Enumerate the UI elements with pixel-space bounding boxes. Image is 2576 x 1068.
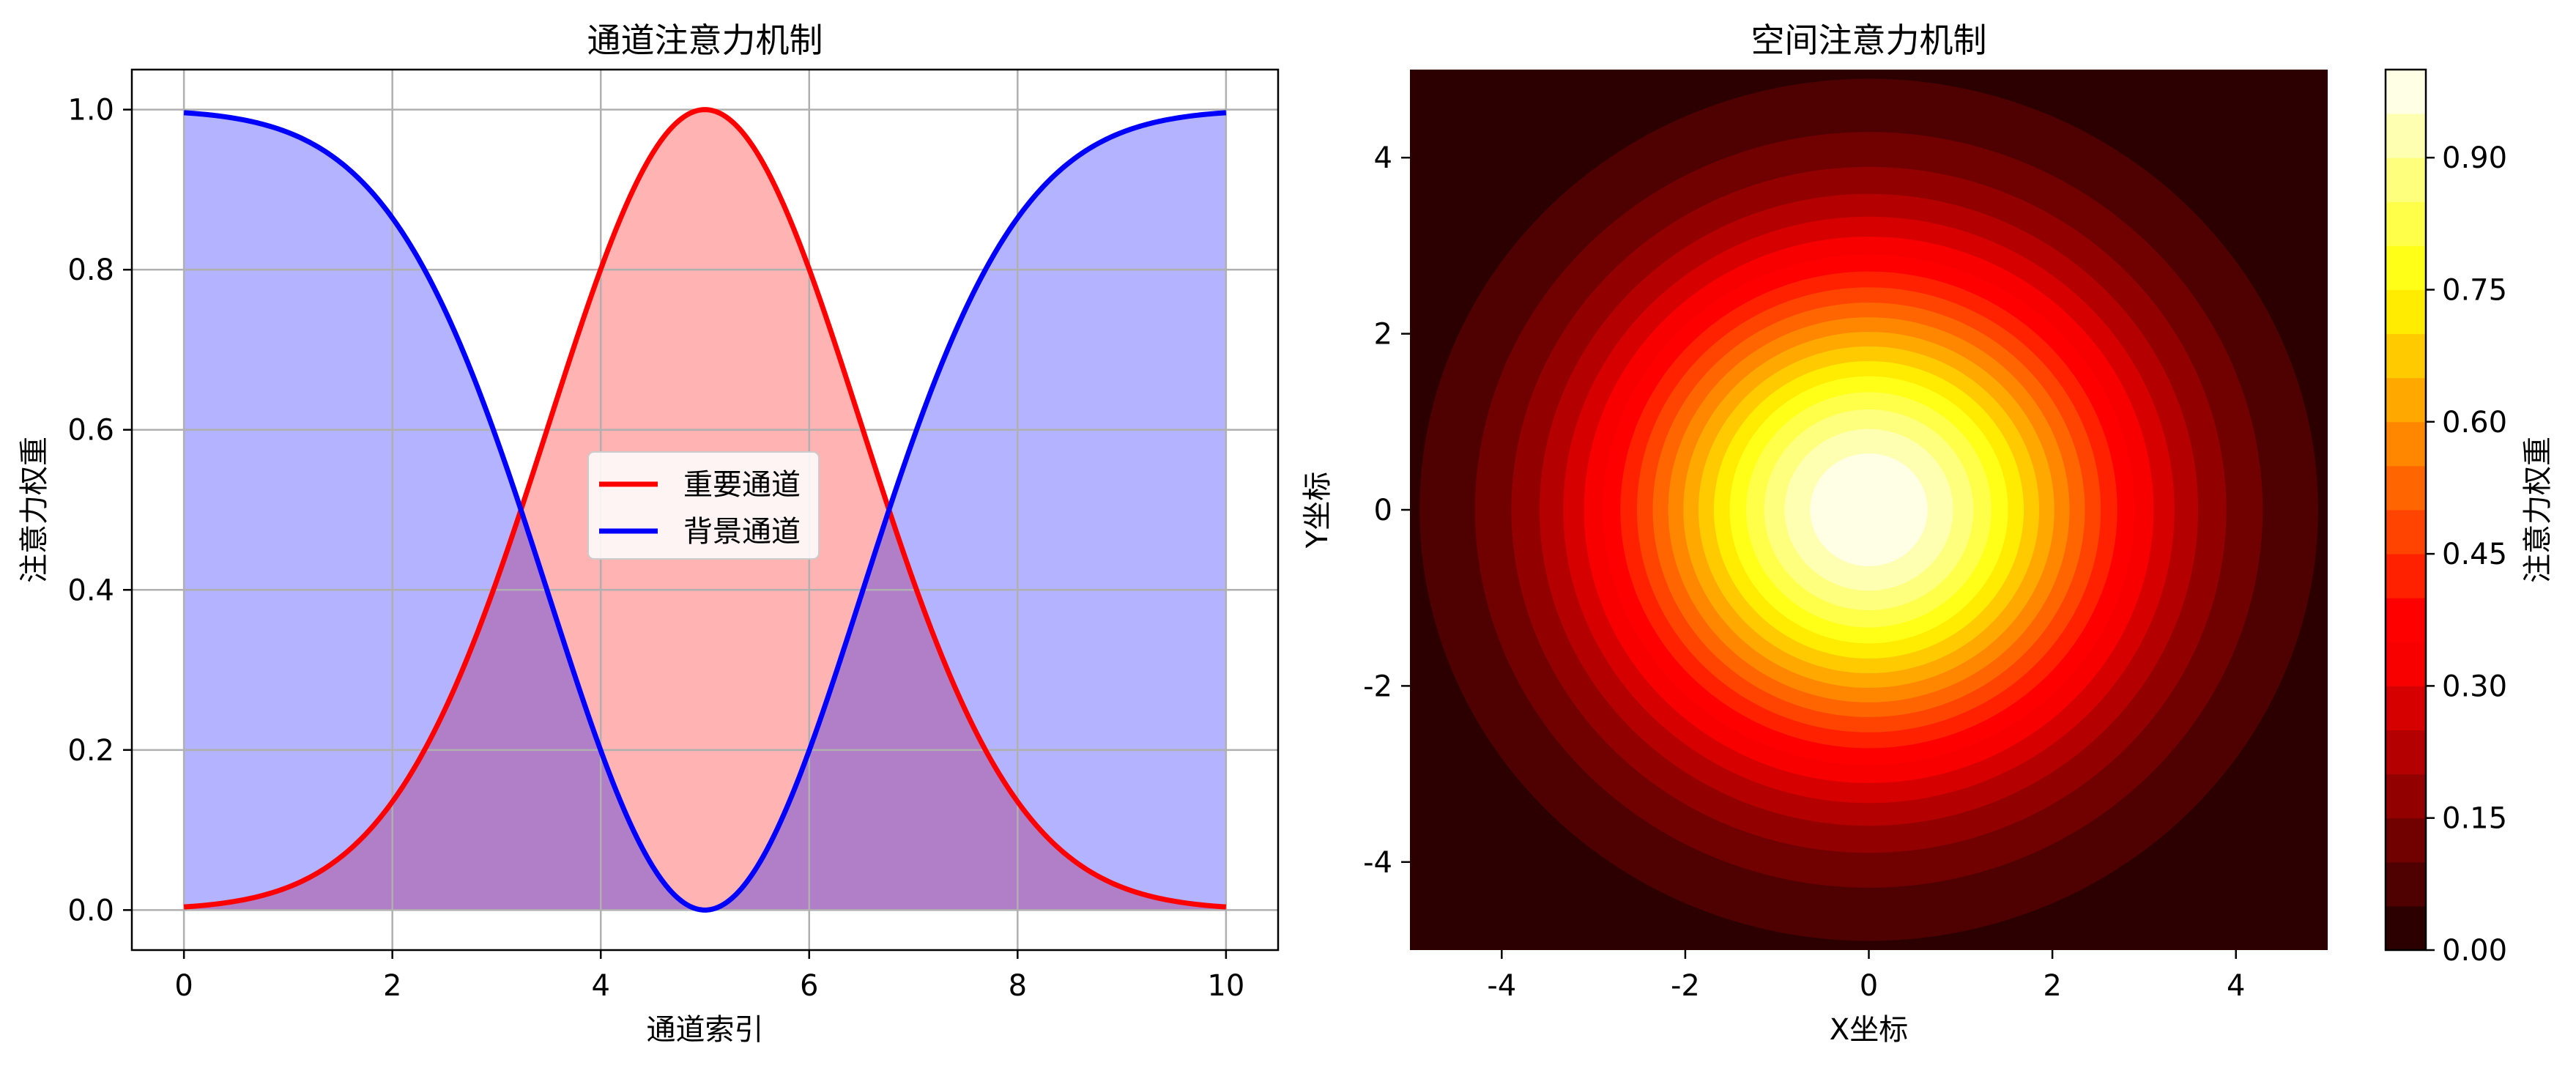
colorbar-band bbox=[2386, 245, 2426, 290]
y-tick-label: 0.0 bbox=[67, 894, 114, 927]
colorbar-band bbox=[2386, 686, 2426, 730]
colorbar-band bbox=[2386, 861, 2426, 907]
y-axis-label: 注意力权重 bbox=[18, 437, 51, 583]
colorbar-band bbox=[2386, 598, 2426, 642]
plot-frame bbox=[130, 68, 1280, 952]
spatial-attention-chart: -4 -2 0 2 4 -4 -2 0 2 4 空间注意力机制 X坐标 Y坐标 0.00 0.15… bbox=[1301, 21, 2555, 1047]
y-tick-label: 4 bbox=[1374, 141, 1392, 175]
fill-overlap bbox=[184, 512, 1226, 911]
colorbar-band bbox=[2386, 465, 2426, 511]
y-tick-label: 1.0 bbox=[67, 94, 114, 127]
colorbar-tick-label: 0.30 bbox=[2442, 670, 2507, 703]
chart-title: 空间注意力机制 bbox=[1751, 21, 1987, 60]
series-lines bbox=[183, 107, 1227, 913]
colorbar-band bbox=[2386, 510, 2426, 555]
colorbar-band bbox=[2386, 730, 2426, 775]
colorbar-tick-label: 0.60 bbox=[2442, 406, 2507, 440]
x-axis-label: 通道索引 bbox=[647, 1013, 764, 1047]
colorbar: 0.00 0.15 0.30 0.45 0.60 0.75 0.90 注意力权重 bbox=[2384, 68, 2555, 968]
colorbar-frame bbox=[2384, 68, 2427, 952]
legend: 重要通道 背景通道 bbox=[587, 451, 820, 560]
x-axis-ticks: -4 -2 0 2 4 bbox=[1487, 950, 2245, 1003]
colorbar-band bbox=[2386, 201, 2426, 246]
colorbar-band bbox=[2386, 114, 2426, 158]
series-line-background bbox=[183, 110, 1227, 913]
contour-band bbox=[1810, 453, 1928, 566]
y-tick-label: 0.8 bbox=[67, 253, 114, 287]
y-axis-ticks: -4 -2 0 2 4 bbox=[1363, 141, 1410, 880]
colorbar-ticks: 0.00 0.15 0.30 0.45 0.60 0.75 0.90 bbox=[2426, 141, 2507, 968]
y-axis-label: Y坐标 bbox=[1301, 472, 1335, 549]
chart-title: 通道注意力机制 bbox=[587, 21, 823, 60]
colorbar-tick-label: 0.45 bbox=[2442, 538, 2507, 571]
colorbar-band bbox=[2386, 421, 2426, 467]
x-tick-label: 4 bbox=[592, 969, 610, 1003]
x-tick-label: 8 bbox=[1009, 969, 1027, 1003]
y-tick-label: 0 bbox=[1374, 494, 1392, 527]
channel-attention-chart: 0 2 4 6 8 10 0.00.20.40.60.81.0 通道注意力机制 通道索引 … bbox=[18, 21, 1280, 1047]
x-axis-ticks: 0 2 4 6 8 10 bbox=[174, 950, 1244, 1003]
y-tick-label: 2 bbox=[1374, 318, 1392, 352]
colorbar-band bbox=[2386, 774, 2426, 819]
colorbar-tick-label: 0.90 bbox=[2442, 141, 2507, 175]
colorbar-bands bbox=[2386, 70, 2426, 951]
colorbar-label: 注意力权重 bbox=[2521, 437, 2555, 583]
x-tick-label: 10 bbox=[1207, 969, 1244, 1003]
colorbar-band bbox=[2386, 554, 2426, 598]
colorbar-band bbox=[2386, 377, 2426, 423]
colorbar-band bbox=[2386, 70, 2426, 114]
colorbar-tick-label: 0.75 bbox=[2442, 274, 2507, 308]
colorbar-tick-label: 0.15 bbox=[2442, 802, 2507, 836]
legend-label-background: 背景通道 bbox=[683, 515, 801, 549]
heatmap-contours bbox=[1410, 70, 2328, 950]
y-tick-label: 0.6 bbox=[67, 414, 114, 448]
series-line-important bbox=[183, 107, 1227, 910]
y-axis-ticks: 0.0 0.2 0.4 0.6 0.8 1.0 bbox=[67, 94, 132, 927]
y-tick-label: 0.4 bbox=[67, 574, 114, 607]
y-tick-label: 0.2 bbox=[67, 734, 114, 768]
colorbar-band bbox=[2386, 905, 2426, 951]
y-tick-label: -4 bbox=[1363, 846, 1392, 880]
legend-label-important: 重要通道 bbox=[683, 468, 801, 502]
x-tick-label: 2 bbox=[2043, 969, 2061, 1003]
x-tick-label: -4 bbox=[1487, 969, 1516, 1003]
x-tick-label: 4 bbox=[2227, 969, 2245, 1003]
colorbar-band bbox=[2386, 642, 2426, 686]
x-tick-label: 6 bbox=[800, 969, 818, 1003]
x-tick-label: 2 bbox=[383, 969, 401, 1003]
x-axis-label: X坐标 bbox=[1830, 1013, 1908, 1047]
colorbar-band bbox=[2386, 333, 2426, 379]
colorbar-tick-label: 0.00 bbox=[2442, 934, 2507, 968]
x-tick-label: 0 bbox=[174, 969, 193, 1003]
colorbar-band bbox=[2386, 157, 2426, 202]
colorbar-band bbox=[2386, 817, 2426, 863]
colorbar-band bbox=[2386, 289, 2426, 335]
x-tick-label: -2 bbox=[1671, 969, 1700, 1003]
y-tick-label: -2 bbox=[1363, 670, 1392, 703]
x-tick-label: 0 bbox=[1860, 969, 1878, 1003]
